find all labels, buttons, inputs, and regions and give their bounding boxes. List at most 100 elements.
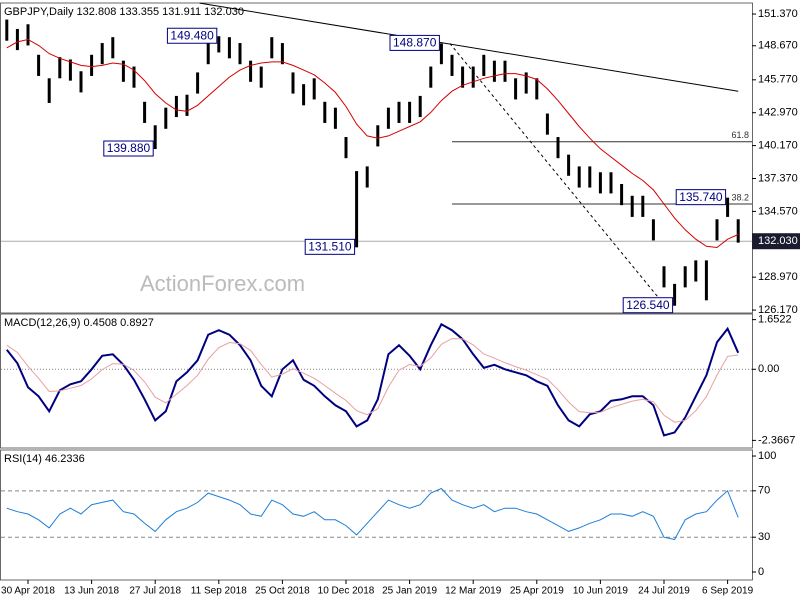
- y-tick-label: 70: [758, 485, 770, 497]
- y-tick-label: 1.6522: [758, 314, 792, 326]
- price-bar: [15, 28, 19, 51]
- price-bar: [259, 66, 263, 88]
- last-price-label: 132.030: [758, 235, 798, 247]
- last-price-box: [752, 233, 800, 250]
- x-tick-label: 24 Jul 2019: [638, 586, 690, 597]
- price-bar: [365, 166, 369, 188]
- panel-title: MACD(12,26,9) 0.4508 0.8927: [4, 317, 154, 329]
- price-bar: [704, 260, 708, 301]
- moving-average: [6, 38, 739, 249]
- y-tick-label: 148.670: [758, 40, 798, 52]
- y-tick-label: 0.00: [758, 363, 779, 375]
- callout-label: 131.510: [308, 240, 352, 254]
- x-tick-label: 12 Mar 2019: [445, 586, 502, 597]
- price-bar: [291, 72, 295, 94]
- price-bar: [174, 95, 178, 118]
- price-bar: [524, 72, 528, 94]
- price-bar: [577, 166, 581, 188]
- price-bar: [238, 43, 242, 65]
- trendline: [449, 43, 666, 307]
- price-bar: [556, 137, 560, 159]
- price-bar: [312, 78, 316, 100]
- indicator-line: [6, 322, 740, 437]
- price-bar: [68, 59, 72, 81]
- price-bar: [439, 43, 443, 65]
- price-bar: [376, 125, 380, 147]
- price-bar: [100, 43, 104, 65]
- price-bar: [249, 60, 253, 82]
- price-bar: [280, 43, 284, 65]
- price-bar: [694, 260, 698, 282]
- indicator-line: [6, 338, 739, 423]
- price-bar: [397, 101, 401, 123]
- price-bar: [450, 54, 454, 76]
- panel-title: GBPJPY,Daily 132.808 133.355 131.911 132…: [4, 6, 244, 18]
- price-bar: [153, 125, 157, 150]
- x-tick-label: 6 Sep 2019: [702, 586, 754, 597]
- price-bar: [90, 54, 94, 76]
- price-bar: [492, 60, 496, 82]
- price-bar: [609, 172, 613, 194]
- callout-box: [304, 238, 356, 255]
- x-tick-label: 30 Apr 2018: [1, 586, 55, 597]
- price-bar: [588, 166, 592, 188]
- price-bar: [386, 107, 390, 129]
- price-bar: [482, 54, 486, 76]
- price-bar: [673, 283, 677, 306]
- callout-label: 126.540: [626, 298, 670, 312]
- watermark: ActionForex.com: [140, 271, 305, 296]
- callout-box: [675, 189, 727, 206]
- callout-label: 148.870: [393, 36, 437, 50]
- price-bar: [514, 78, 518, 100]
- price-bar: [47, 78, 51, 103]
- price-bar: [662, 266, 666, 288]
- y-tick-label: 140.170: [758, 140, 798, 152]
- price-bar: [132, 66, 136, 88]
- y-tick-label: 142.970: [758, 107, 798, 119]
- price-bar: [641, 195, 645, 217]
- price-bar: [651, 219, 655, 241]
- trendline: [199, 2, 739, 92]
- callout-box: [389, 34, 440, 51]
- panel-title: RSI(14) 46.2336: [4, 453, 85, 465]
- price-bar: [471, 66, 475, 88]
- price-bar: [196, 72, 200, 94]
- price-bar: [344, 137, 348, 159]
- y-tick-label: 30: [758, 531, 770, 543]
- price-bar: [620, 184, 624, 206]
- x-tick-label: 25 Apr 2019: [510, 586, 564, 597]
- y-tick-label: 0: [758, 566, 764, 578]
- y-tick-label: 145.770: [758, 74, 798, 86]
- price-bar: [545, 113, 549, 135]
- price-bar: [26, 24, 30, 46]
- price-bar: [715, 219, 719, 241]
- price-bar: [206, 43, 210, 65]
- price-bar: [503, 60, 507, 82]
- price-bar: [217, 36, 221, 53]
- price-bar: [355, 171, 359, 248]
- price-bar: [323, 101, 327, 123]
- panel-frame: [0, 2, 753, 314]
- x-tick-label: 25 Oct 2018: [255, 586, 310, 597]
- y-tick-label: 151.370: [758, 8, 798, 20]
- price-bar: [461, 66, 465, 88]
- callout-box: [622, 297, 674, 314]
- price-bar: [37, 54, 41, 76]
- price-bar: [5, 19, 9, 41]
- x-tick-label: 11 Sep 2018: [191, 586, 247, 597]
- y-tick-label: 126.170: [758, 304, 798, 316]
- price-bar: [79, 71, 83, 93]
- price-bar: [736, 219, 740, 243]
- price-bar: [630, 195, 634, 217]
- y-tick-label: 128.970: [758, 271, 798, 283]
- panel-frame: [0, 449, 753, 581]
- panel-frame: [0, 313, 753, 449]
- fib-label: 38.2: [731, 192, 749, 202]
- indicator-line: [6, 487, 739, 541]
- callout-box: [166, 27, 218, 44]
- price-bar: [408, 101, 412, 123]
- x-tick-label: 10 Dec 2018: [318, 586, 375, 597]
- y-tick-label: 134.570: [758, 205, 798, 217]
- price-bar: [111, 37, 115, 59]
